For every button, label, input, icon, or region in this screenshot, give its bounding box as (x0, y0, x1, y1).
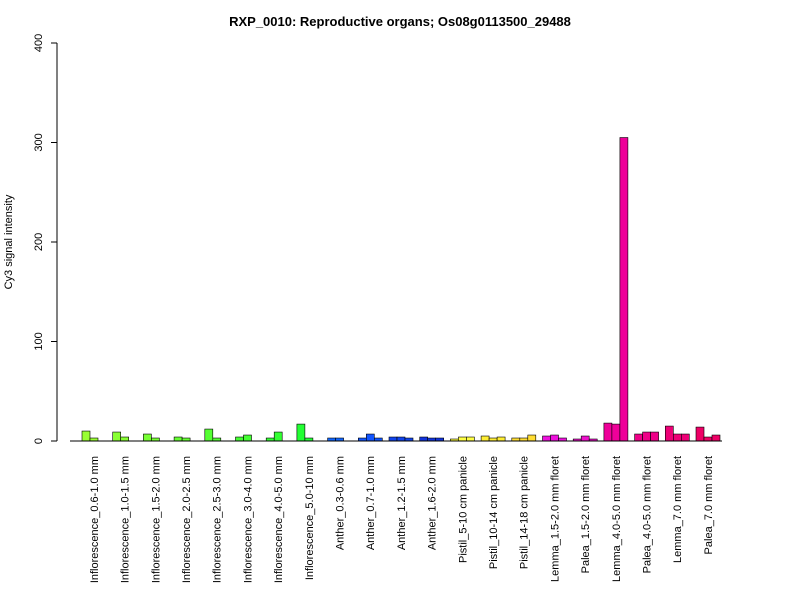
bar (120, 436, 129, 442)
bar (664, 425, 674, 442)
bar (542, 435, 551, 442)
y-axis-label: Cy3 signal intensity (3, 194, 15, 289)
bar (235, 436, 244, 442)
y-axis: 0 100 200 300 400 (33, 34, 58, 444)
x-category-label: Inflorescence_2.0-2.5 mm (181, 456, 193, 583)
bar (634, 433, 643, 442)
x-category-label: Inflorescence_1.0-1.5 mm (120, 456, 132, 583)
x-category-label: Inflorescence_1.5-2.0 mm (150, 456, 162, 583)
bar (619, 137, 629, 442)
bar (81, 430, 91, 442)
chart-title: RXP_0010: Reproductive organs; Os08g0113… (229, 14, 571, 29)
x-category-label: Inflorescence_2.5-3.0 mm (212, 456, 224, 583)
bar (204, 428, 214, 442)
y-tick-label: 400 (33, 34, 45, 52)
x-category-label: Inflorescence_0.6-1.0 mm (89, 456, 101, 583)
bar (680, 433, 690, 442)
x-category-label: Palea_4.0-5.0 mm floret (641, 456, 653, 573)
bar (650, 431, 659, 442)
bar (243, 434, 252, 442)
bar (173, 436, 183, 442)
x-category-label: Anther_1.6-2.0 mm (427, 456, 439, 550)
bar (672, 433, 682, 442)
bar (273, 431, 283, 442)
bar (388, 436, 398, 442)
y-tick-label: 200 (33, 233, 45, 251)
bar (466, 436, 475, 442)
bar (112, 431, 121, 442)
y-tick-label: 100 (33, 332, 45, 350)
x-category-label: Inflorescence_3.0-4.0 mm (242, 456, 254, 583)
bar (419, 436, 429, 442)
x-axis-category-labels: Inflorescence_0.6-1.0 mm Inflorescence_1.… (89, 456, 715, 583)
x-category-label: Lemma_7.0 mm floret (672, 456, 684, 563)
bar (580, 435, 590, 442)
bar (143, 433, 152, 442)
x-category-label: Inflorescence_4.0-5.0 mm (273, 456, 285, 583)
bar (703, 436, 713, 442)
bar (611, 423, 621, 442)
x-category-label: Pistil_5-10 cm panicle (457, 456, 469, 563)
bar (480, 435, 490, 442)
bar (695, 426, 705, 442)
bar (496, 436, 506, 442)
bar (550, 434, 559, 442)
x-category-label: Anther_0.3-0.6 mm (334, 456, 346, 550)
x-category-label: Anther_1.2-1.5 mm (396, 456, 408, 550)
x-category-label: Anther_0.7-1.0 mm (365, 456, 377, 550)
x-category-label: Palea_7.0 mm floret (703, 456, 715, 554)
x-category-label: Pistil_10-14 cm panicle (488, 456, 500, 569)
bar (458, 436, 467, 442)
bar (711, 434, 721, 442)
x-category-label: Pistil_14-18 cm panicle (519, 456, 531, 569)
x-category-label: Lemma_1.5-2.0 mm floret (549, 456, 561, 582)
x-category-label: Inflorescence_5.0-10 mm (304, 456, 316, 580)
y-tick-label: 0 (33, 438, 45, 444)
y-tick-label: 300 (33, 133, 45, 151)
bar (603, 422, 613, 442)
bar (396, 436, 406, 442)
plot-area (70, 137, 722, 442)
bar (365, 433, 375, 442)
bar (527, 434, 537, 442)
x-category-label: Lemma_4.0-5.0 mm floret (611, 456, 623, 582)
bar (296, 423, 306, 442)
x-category-label: Palea_1.5-2.0 mm floret (580, 456, 592, 573)
bar (642, 431, 651, 442)
